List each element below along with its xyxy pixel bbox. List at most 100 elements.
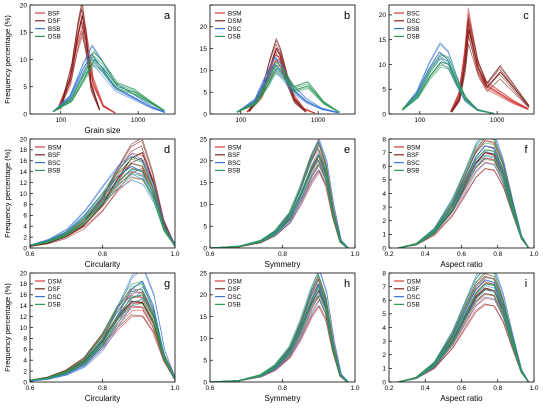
y-tick-label: 15 [20,30,28,37]
x-axis-label: Symmetry [265,394,301,403]
y-axis-label: Frequency percentage (%) [3,283,12,372]
series-line-bsb-rep4 [397,159,529,248]
series-line-bsb-rep5 [30,163,175,246]
panel-letter: g [164,278,170,290]
series-line-dsb-rep4 [30,302,175,381]
y-tick-label: 5 [203,224,207,231]
y-tick-label: 12 [20,180,28,187]
x-tick-label: 1.0 [350,251,359,258]
series-layer [30,139,175,247]
y-tick-label: 10 [200,202,208,209]
x-axis-label: Grain size [84,126,121,135]
series-line-dsc-rep4 [450,34,529,113]
y-tick-label: 15 [200,314,208,321]
series-line-bsc-rep4 [450,7,529,112]
panel-letter: h [344,278,350,290]
y-tick-label: 5 [23,84,27,91]
y-tick-label: 25 [200,136,208,143]
x-tick-label: 100 [235,117,246,124]
series-line-dsb-rep4 [397,293,529,382]
y-tick-label: 0 [23,111,27,118]
series-line-dsb-rep2 [52,62,165,113]
y-tick-label: 4 [382,191,386,198]
legend-label: BSC [407,160,420,167]
y-tick-label: 0 [382,245,386,252]
y-tick-label: 5 [203,358,207,365]
x-tick-label: 0.8 [278,385,287,392]
y-tick-label: 8 [23,336,27,343]
x-tick-label: 1.0 [170,251,179,258]
series-layer [397,139,530,248]
y-tick-label: 10 [20,191,28,198]
y-tick-label: 0 [23,245,27,252]
series-line-bsf-rep2 [397,168,529,248]
series-line-bsc-rep4 [30,153,175,246]
y-tick-label: 6 [23,213,27,220]
y-tick-label: 5 [382,311,386,318]
y-tick-label: 4 [23,224,27,231]
y-tick-label: 0 [203,111,207,118]
series-line-dsb-rep4 [236,72,340,113]
legend-label: DSF [228,286,241,293]
series-layer [401,7,530,114]
legend-label: DSM [48,278,62,285]
y-tick-label: 7 [382,150,386,157]
legend-label: BSF [48,152,60,159]
y-tick-label: 16 [20,158,28,165]
series-line-dsb-rep3 [30,281,175,381]
legend-label: DSB [228,302,241,309]
x-tick-label: 1000 [490,117,505,124]
series-line-dsc-rep5 [451,16,530,112]
legend-label: DSC [407,18,421,25]
series-line-bsc-rep4 [398,139,530,248]
x-tick-label: 0.8 [98,251,107,258]
series-line-dsb-rep3 [397,273,529,382]
legend-label: BSF [228,152,240,159]
legend-label: BSC [48,160,61,167]
y-tick-label: 0 [23,379,27,386]
series-layer [210,273,349,382]
y-tick-label: 5 [203,90,207,97]
series-line-bsb-rep2 [397,155,529,248]
series-line-bsb-rep1 [402,62,495,114]
y-tick-label: 4 [382,325,386,332]
series-layer [236,38,340,114]
x-tick-label: 0.4 [421,251,430,258]
panel-letter: c [523,10,529,22]
series-line-dsf-rep4 [59,21,100,111]
legend-label: BSM [228,144,241,151]
x-tick-label: 1.0 [170,385,179,392]
legend-label: BSM [407,144,420,151]
legend-label: DSF [48,286,61,293]
x-tick-label: 0.8 [493,385,502,392]
plot-frame [388,4,535,115]
y-tick-label: 20 [20,2,28,9]
series-line-dsb [397,283,530,382]
series-line-bsb-rep3 [30,156,175,246]
panel-letter: a [164,10,171,22]
x-axis-label: Circularity [85,260,121,269]
panel-g: 0 2 4 6 8 10 12 14 16 18 20 0.6 0.8 1.0 Circularity Fre… [3,270,180,403]
x-tick-label: 1000 [131,117,146,124]
series-line-bsb-rep4 [53,44,166,113]
y-tick-label: 8 [23,202,27,209]
legend-label: BSM [228,10,241,17]
panel-letter: e [344,144,350,156]
series-layer [52,5,166,114]
x-tick-label: 1000 [311,117,326,124]
legend-label: BSB [48,26,60,33]
y-tick-label: 20 [379,12,387,19]
y-tick-label: 18 [20,281,28,288]
panel-f: 0 1 2 3 4 5 6 7 8 0.2 0.4 0.6 0.8 1.0 Aspect ratio f BSM… [382,136,539,269]
series-line-dsb-rep5 [210,279,348,382]
